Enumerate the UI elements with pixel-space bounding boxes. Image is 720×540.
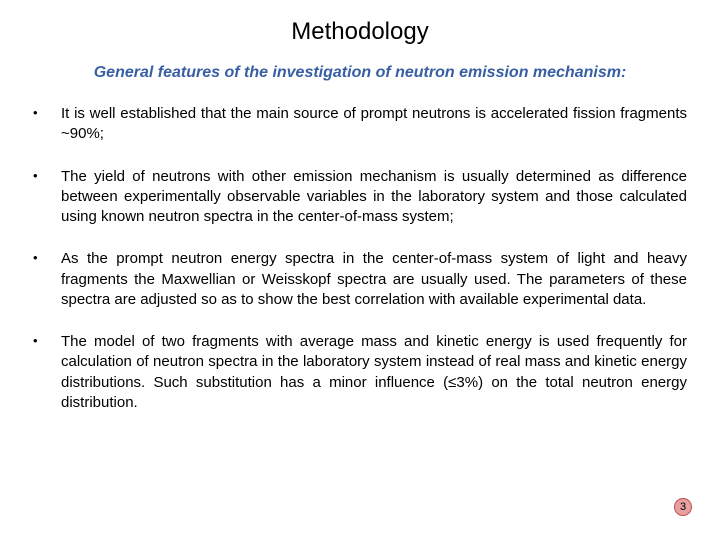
page-number-text: 3 [680,501,686,513]
bullet-text: The yield of neutrons with other emissio… [61,167,687,228]
list-item: • As the prompt neutron energy spectra i… [33,249,687,310]
bullet-list: • It is well established that the main s… [25,104,695,413]
list-item: • The model of two fragments with averag… [33,332,687,413]
page-title: Methodology [25,18,695,46]
bullet-text: It is well established that the main sou… [61,104,687,145]
bullet-text: The model of two fragments with average … [61,332,687,413]
bullet-icon: • [33,332,61,413]
bullet-icon: • [33,104,61,145]
subtitle: General features of the investigation of… [25,64,695,82]
list-item: • The yield of neutrons with other emiss… [33,167,687,228]
page-number-badge: 3 [674,498,692,516]
bullet-icon: • [33,249,61,310]
list-item: • It is well established that the main s… [33,104,687,145]
bullet-text: As the prompt neutron energy spectra in … [61,249,687,310]
bullet-icon: • [33,167,61,228]
